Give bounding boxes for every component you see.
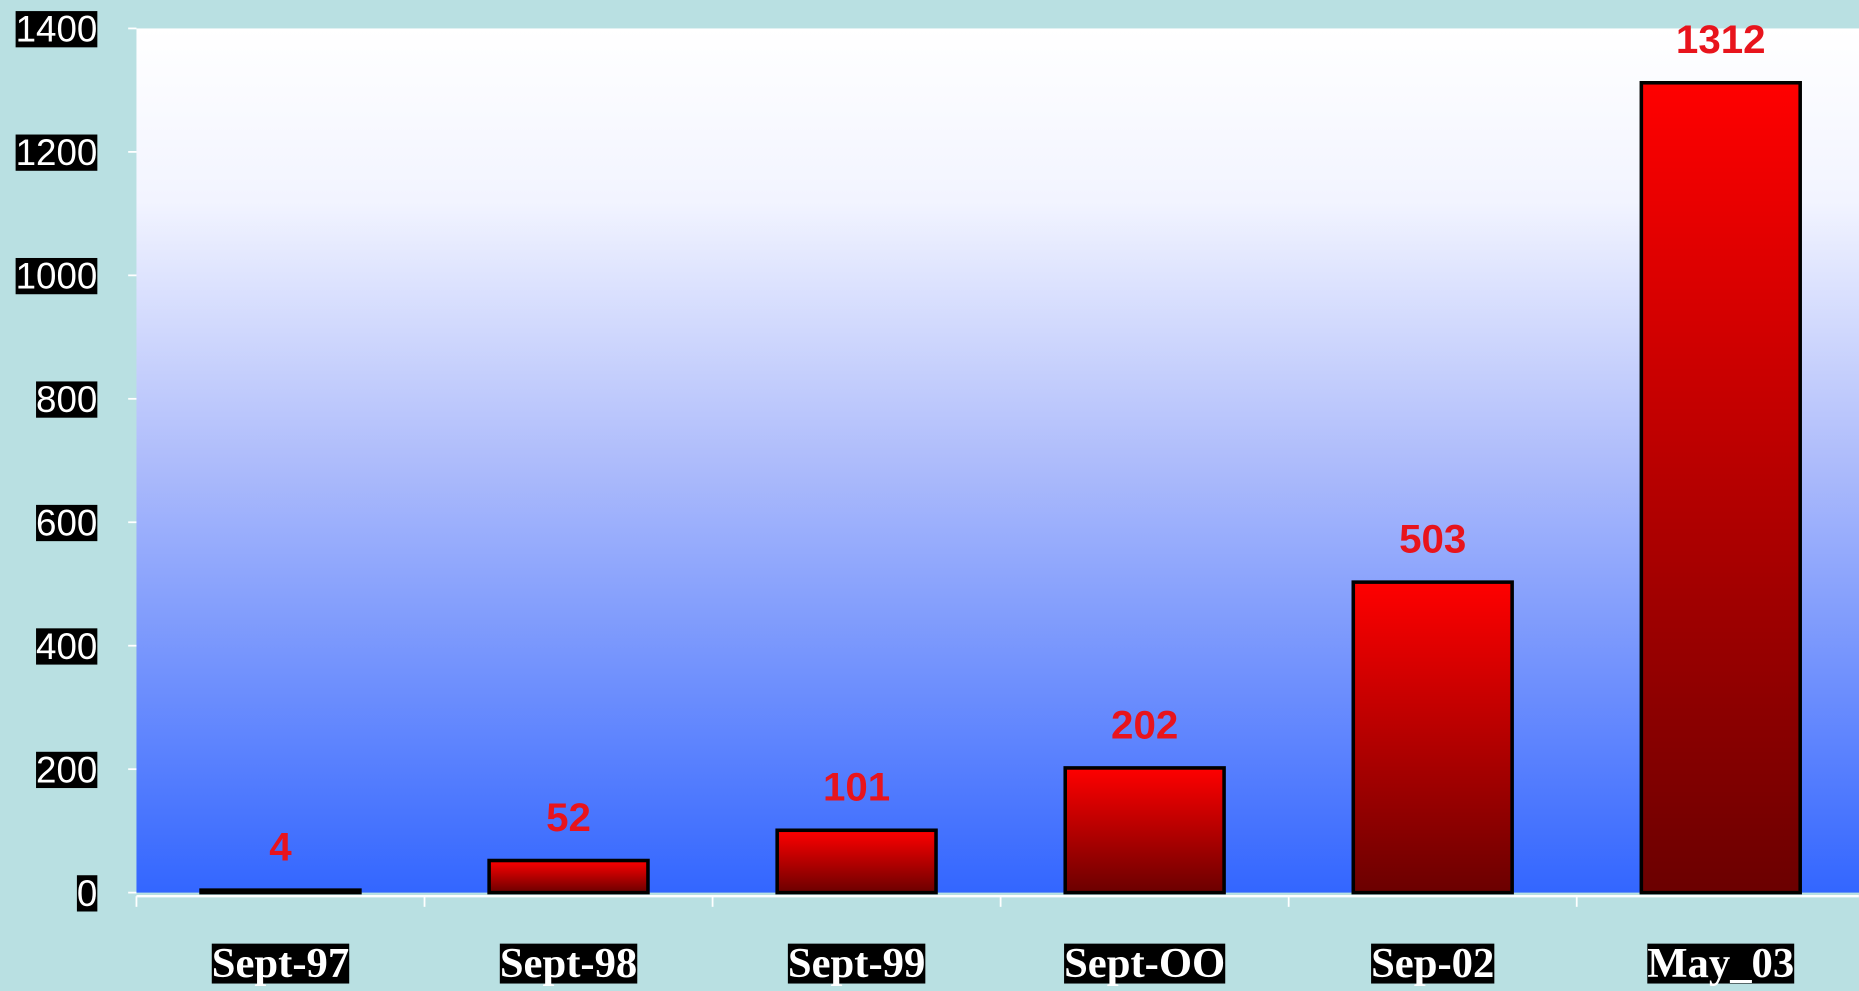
value-label: 202 bbox=[1111, 702, 1178, 747]
label-background bbox=[15, 134, 98, 171]
x-tick-label: May_03 bbox=[1647, 940, 1794, 987]
x-tick-label: Sept-OO bbox=[1064, 940, 1225, 987]
label-background bbox=[1647, 943, 1795, 984]
value-label: 4 bbox=[269, 824, 292, 869]
label-background bbox=[36, 628, 98, 665]
label-background bbox=[36, 504, 98, 542]
value-label: 52 bbox=[546, 795, 591, 840]
label-background bbox=[787, 943, 926, 984]
label-background bbox=[211, 943, 350, 984]
x-tick-label: Sept-98 bbox=[500, 940, 637, 987]
label-background bbox=[36, 381, 98, 418]
x-tick-label: Sept-99 bbox=[788, 940, 925, 987]
bar bbox=[487, 858, 650, 895]
label-background bbox=[76, 875, 98, 912]
label-background bbox=[15, 11, 98, 48]
label-background bbox=[1371, 943, 1495, 984]
y-tick-label: 600 bbox=[36, 503, 97, 544]
label-background bbox=[499, 943, 638, 984]
y-tick-label: 400 bbox=[36, 626, 97, 667]
label-background bbox=[15, 257, 98, 295]
value-label: 1312 bbox=[1676, 17, 1766, 62]
x-tick-label: Sept-97 bbox=[212, 940, 349, 987]
bar bbox=[1063, 766, 1226, 895]
plot-area bbox=[136, 28, 1859, 893]
y-tick-label: 200 bbox=[36, 749, 97, 790]
value-label: 101 bbox=[823, 765, 890, 810]
bar bbox=[775, 828, 938, 895]
x-tick-label: Sep-02 bbox=[1371, 940, 1494, 987]
y-tick-label: 0 bbox=[77, 873, 97, 914]
value-label: 503 bbox=[1399, 516, 1466, 561]
bar bbox=[199, 888, 362, 895]
bar bbox=[1639, 80, 1802, 895]
y-tick-label: 1200 bbox=[16, 132, 98, 173]
y-tick-label: 800 bbox=[36, 379, 97, 420]
y-tick-label: 1000 bbox=[16, 256, 98, 297]
bar bbox=[1351, 580, 1514, 895]
label-background bbox=[36, 751, 98, 789]
label-background bbox=[1064, 943, 1226, 984]
y-tick-label: 1400 bbox=[16, 9, 98, 50]
